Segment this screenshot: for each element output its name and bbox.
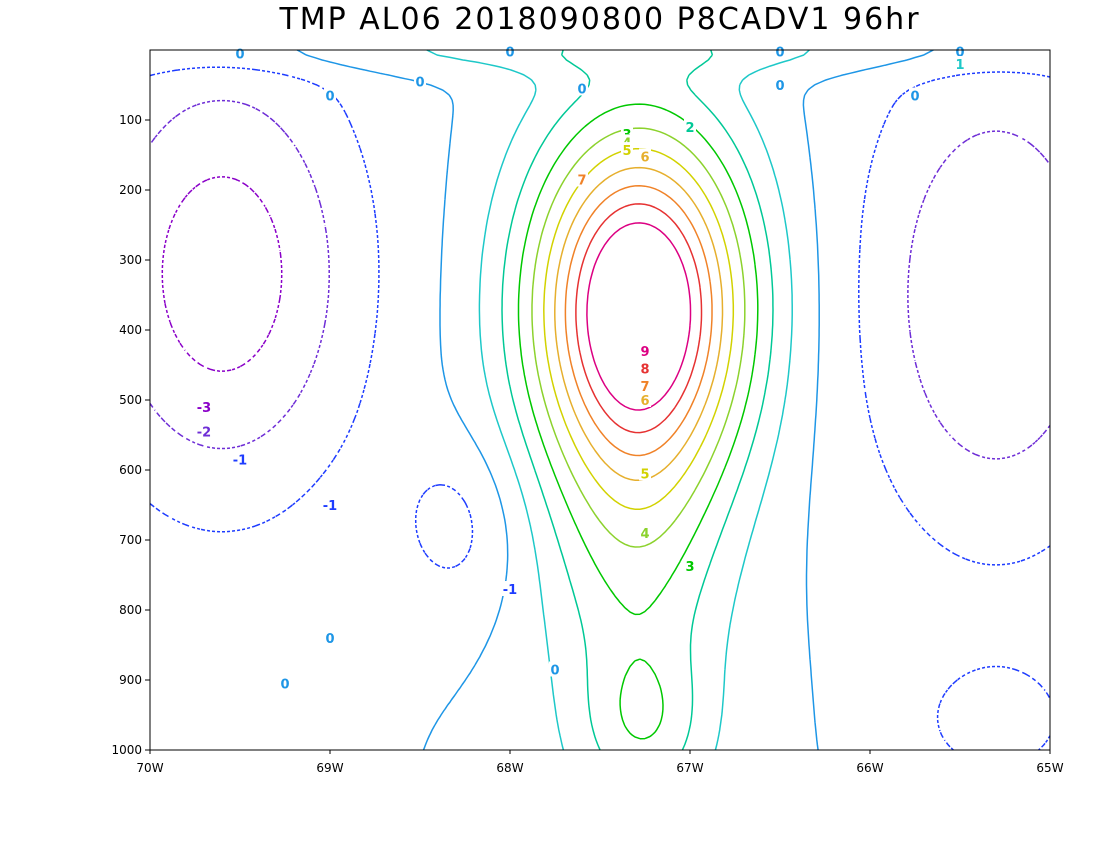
x-tick-label: 68W	[496, 761, 523, 775]
contour-label: 0	[775, 45, 784, 60]
contour-label-bg	[500, 581, 520, 596]
contour-level-9	[586, 222, 692, 411]
contour-label: 9	[640, 345, 649, 360]
contour-label-bg	[909, 87, 921, 103]
y-tick-label: 400	[119, 323, 142, 337]
contour-label-bg	[639, 360, 651, 376]
y-axis: 100 200 300 400 500 600 700 800 900 1000	[111, 113, 150, 757]
contour-label: -2	[197, 426, 211, 441]
contour-label-bg	[504, 43, 516, 59]
contour-label: 2	[685, 121, 694, 136]
y-tick-label: 200	[119, 183, 142, 197]
contour-level-neg1	[149, 66, 1051, 751]
contour-level-1	[426, 49, 810, 751]
contour-level-4	[531, 127, 746, 548]
contour-level-7	[564, 184, 713, 457]
contour-label: 6	[640, 150, 649, 165]
contour-label-bg	[774, 43, 786, 59]
contour-label: 5	[640, 468, 649, 483]
contour-lines	[149, 49, 1051, 751]
contour-label: 7	[577, 174, 586, 189]
contour-label: 3	[685, 560, 694, 575]
contour-label: -3	[197, 401, 211, 416]
y-tick-label: 100	[119, 113, 142, 127]
chart-title: TMP AL06 2018090800 P8CADV1 96hr	[279, 2, 921, 37]
y-tick-label: 700	[119, 533, 142, 547]
x-tick-label: 69W	[316, 761, 343, 775]
contour-label: 5	[622, 144, 631, 159]
contour-level-neg2	[149, 99, 1051, 460]
contour-level-0	[296, 49, 934, 751]
contour-label: 4	[640, 527, 649, 542]
contour-level-3	[517, 103, 759, 740]
y-tick-label: 600	[119, 463, 142, 477]
contour-label-bg	[684, 119, 696, 134]
contour-label: 1	[955, 58, 964, 73]
contour-label: 8	[640, 363, 649, 378]
contour-label-bg	[774, 77, 786, 92]
contour-level-8	[575, 203, 703, 434]
contour-label-bg	[194, 423, 214, 439]
contour-label-bg	[684, 557, 696, 573]
contour-label: 0	[280, 678, 289, 693]
contour-level-6	[554, 166, 724, 482]
contour-label: 0	[235, 48, 244, 63]
x-tick-label: 65W	[1036, 761, 1063, 775]
contour-label: -1	[233, 454, 247, 469]
contour-level-neg3	[161, 176, 283, 372]
contour-label-bg	[621, 142, 633, 158]
contour-label-bg	[954, 43, 966, 59]
contour-label-bg	[324, 87, 336, 103]
contour-label-bg	[639, 378, 651, 393]
x-axis: 70W 69W 68W 67W 66W 65W	[136, 750, 1064, 775]
y-tick-label: 800	[119, 603, 142, 617]
contour-label: 0	[577, 83, 586, 98]
contour-label: -1	[503, 583, 517, 598]
y-tick-label: 900	[119, 673, 142, 687]
contour-label: 0	[955, 45, 964, 60]
x-tick-label: 70W	[136, 761, 163, 775]
contour-label-bg	[414, 73, 426, 89]
contour-label-bg	[279, 675, 291, 691]
x-tick-label: 67W	[676, 761, 703, 775]
contour-label-bg	[639, 343, 651, 358]
contour-label-bg	[324, 630, 336, 645]
contour-label-bg	[639, 525, 651, 540]
contour-label: 0	[550, 664, 559, 679]
contour-label-bg	[954, 56, 966, 71]
plot-frame	[149, 49, 1051, 751]
contour-label-bg	[639, 148, 651, 164]
contour-label: 0	[505, 45, 514, 60]
contour-label-bg	[576, 171, 588, 187]
contour-label-bg	[194, 399, 214, 414]
y-tick-label: 300	[119, 253, 142, 267]
contour-label-bg	[549, 661, 561, 677]
contour-label-bg	[576, 80, 588, 96]
contour-label: 0	[325, 632, 334, 647]
contour-label: 0	[775, 79, 784, 94]
contour-label: 7	[640, 380, 649, 395]
y-tick-label: 1000	[111, 743, 142, 757]
contour-label-bg	[639, 465, 651, 481]
contour-label-bg	[320, 497, 340, 512]
contour-label-bg	[234, 45, 246, 61]
contour-label: 6	[640, 394, 649, 409]
contour-label: 0	[910, 90, 919, 105]
contour-label: 0	[415, 76, 424, 91]
contour-label-bg	[230, 451, 250, 467]
contour-label: -1	[323, 499, 337, 514]
y-tick-label: 500	[119, 393, 142, 407]
contour-label-bg	[639, 392, 651, 407]
x-tick-label: 66W	[856, 761, 883, 775]
contour-level-2	[501, 49, 774, 751]
contour-label: 0	[325, 90, 334, 105]
